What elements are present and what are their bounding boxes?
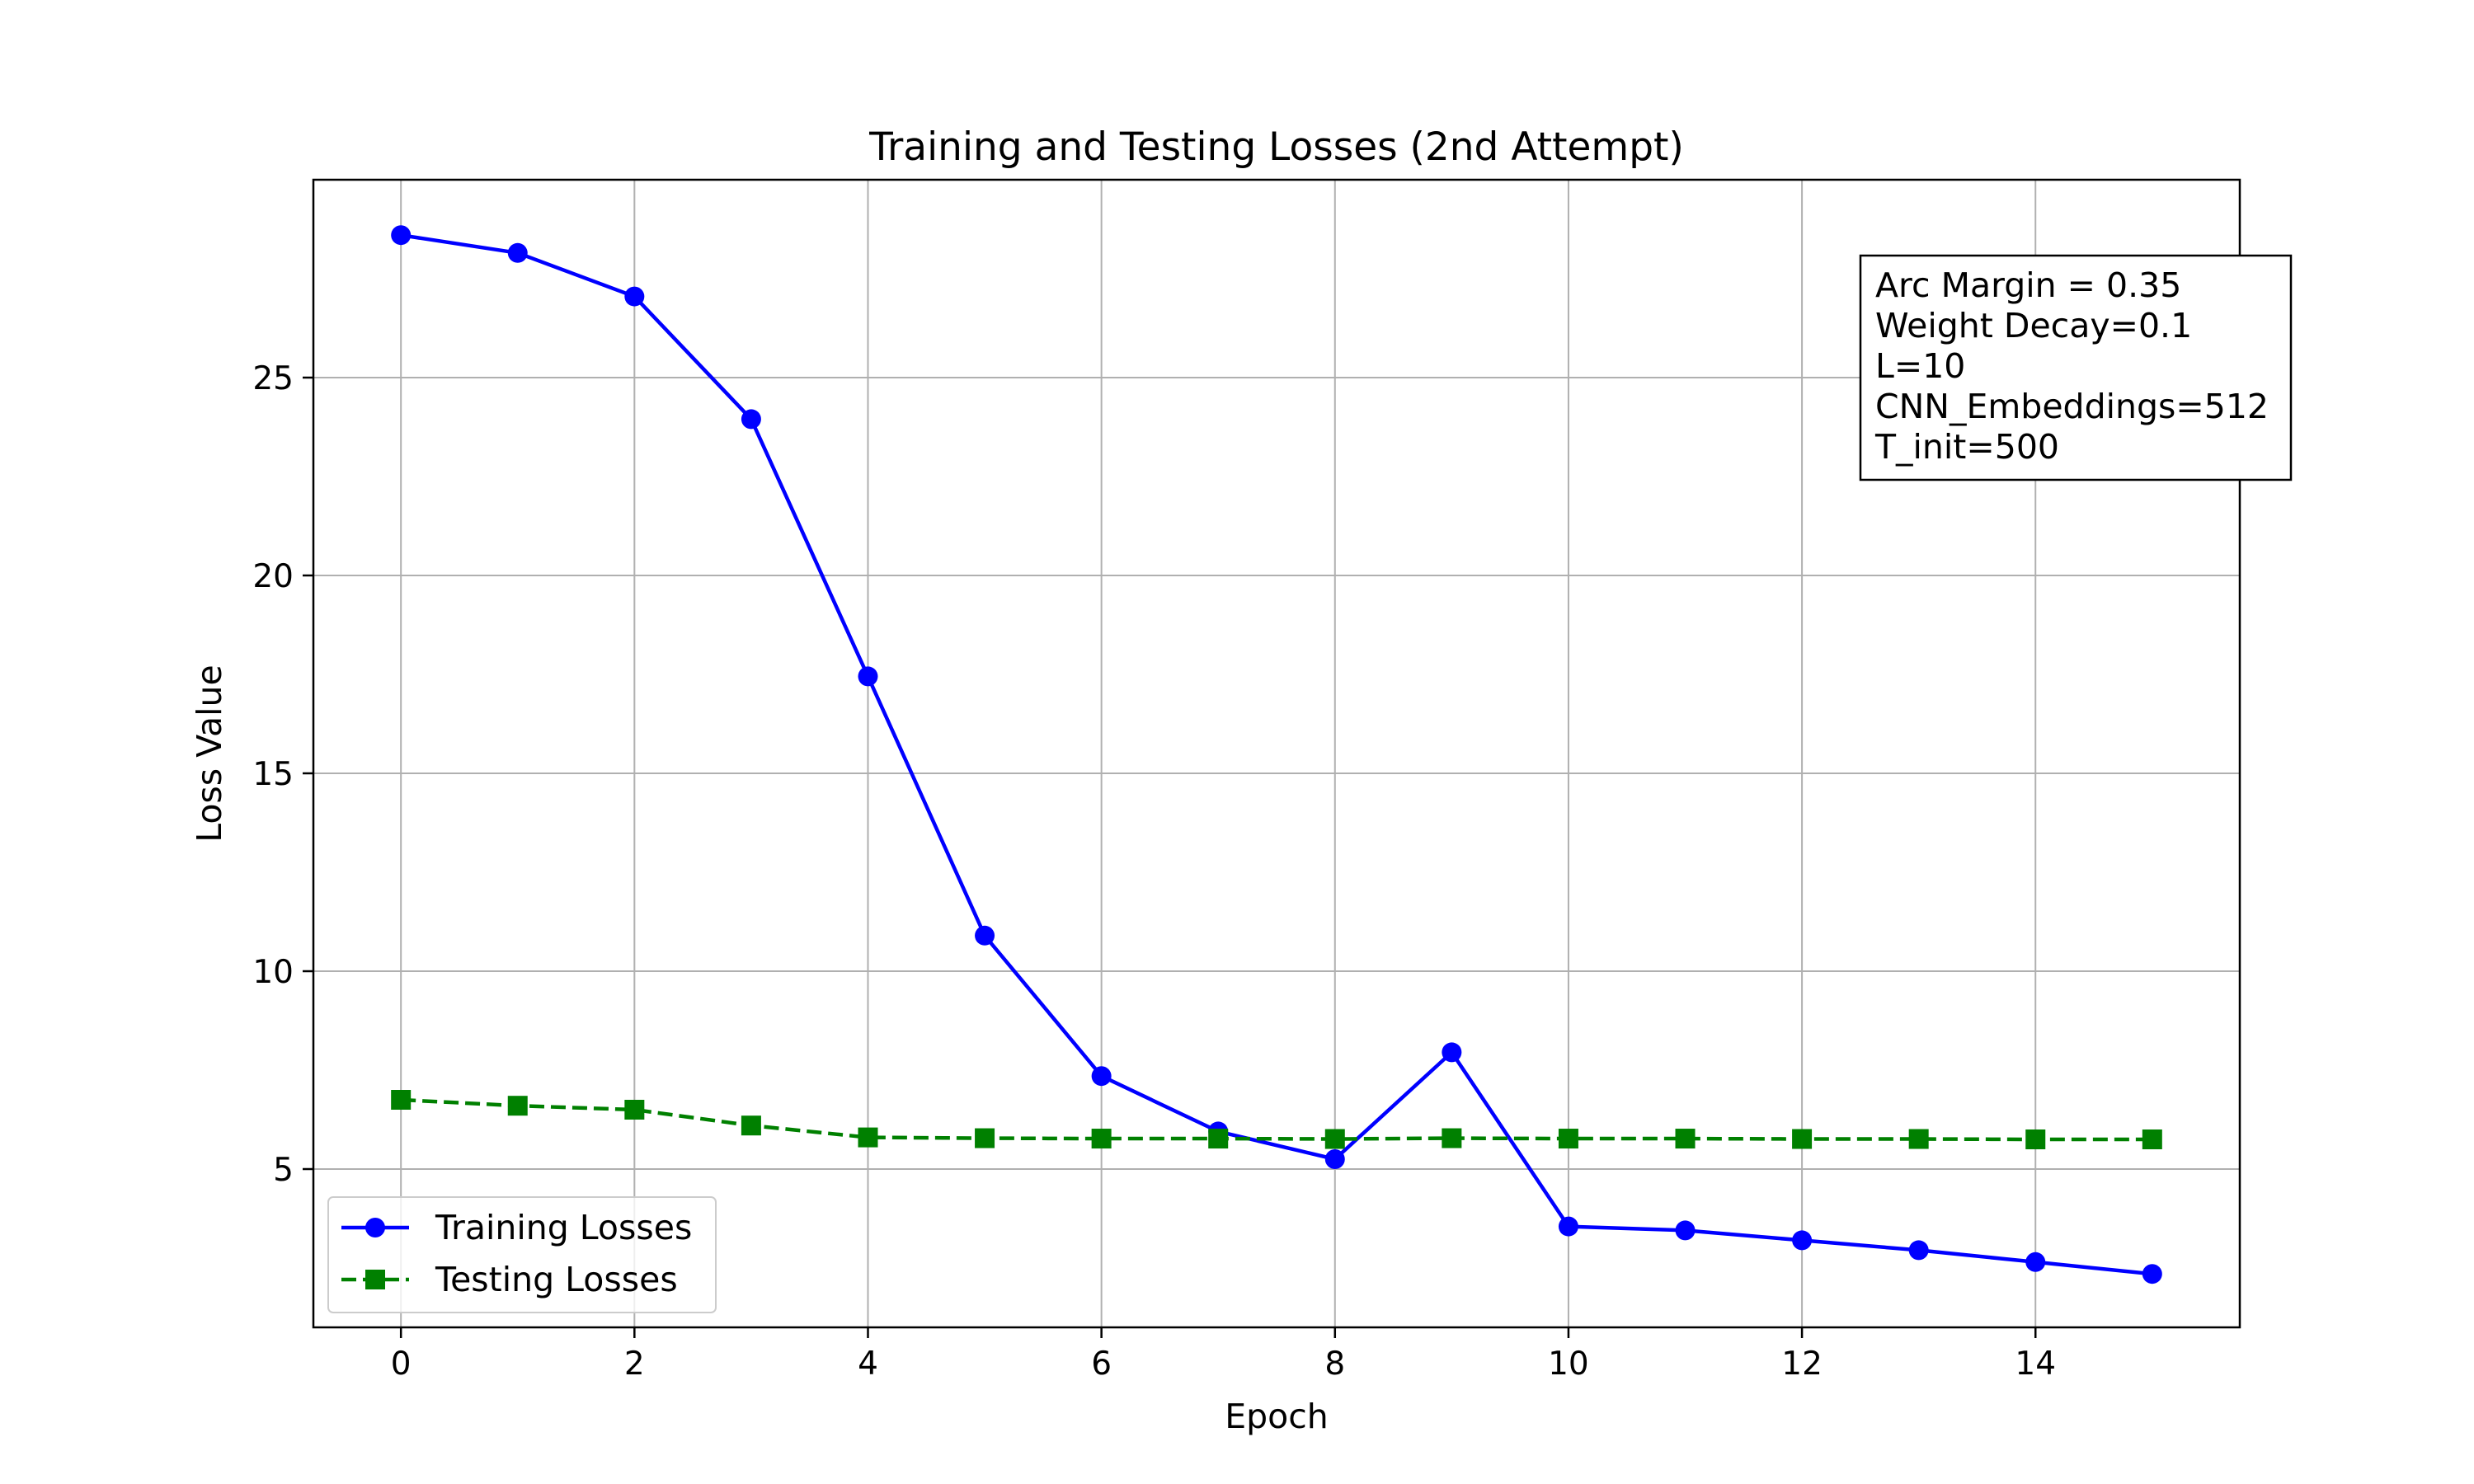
y-axis-label: Loss Value: [190, 665, 229, 843]
plot-frame: [312, 178, 2241, 1329]
data-point: [741, 1115, 761, 1136]
data-point: [1558, 1216, 1578, 1237]
annotation-line: Arc Margin = 0.35: [1875, 265, 2181, 305]
series-testing: [391, 1090, 2162, 1149]
data-point: [2142, 1129, 2162, 1149]
series-line: [400, 232, 2153, 1276]
data-point: [975, 1128, 995, 1148]
x-axis-label: Epoch: [1225, 1397, 1329, 1436]
data-point: [741, 409, 761, 430]
chart-title: Training and Testing Losses (2nd Attempt…: [868, 124, 1684, 170]
data-point: [1091, 1129, 1112, 1149]
annotation-line: L=10: [1875, 346, 1965, 386]
data-point: [2025, 1129, 2046, 1149]
data-point: [2142, 1264, 2162, 1284]
legend-box: [327, 1196, 717, 1313]
data-point: [1442, 1042, 1462, 1063]
annotation-line: T_init=500: [1874, 427, 2059, 467]
legend: Training Losses Testing Losses: [327, 1196, 717, 1313]
y-tick-label: 25: [252, 360, 294, 397]
annotation-frame: [1859, 254, 2293, 481]
legend-marker: [365, 1270, 385, 1289]
data-point: [1558, 1129, 1578, 1149]
data-point: [391, 225, 412, 246]
data-point: [1675, 1129, 1696, 1149]
y-tick-label: 15: [252, 756, 294, 793]
legend-label: Testing Losses: [435, 1260, 678, 1299]
data-point: [1908, 1129, 1929, 1149]
data-point: [624, 1100, 645, 1120]
data-point: [2025, 1252, 2046, 1272]
data-point: [1908, 1240, 1929, 1261]
y-tick-label: 5: [273, 1152, 294, 1189]
series-layer: [391, 225, 2162, 1284]
data-point: [507, 1096, 528, 1116]
data-point: [1675, 1220, 1696, 1241]
y-tick-label: 20: [252, 558, 294, 595]
x-tick-label: 4: [858, 1345, 878, 1383]
data-point: [391, 1090, 412, 1110]
data-point: [1442, 1128, 1462, 1148]
data-point: [1208, 1129, 1229, 1149]
data-point: [975, 925, 995, 946]
data-point: [858, 1127, 878, 1148]
legend-label: Training Losses: [435, 1208, 692, 1247]
data-point: [1792, 1230, 1813, 1251]
data-point: [507, 242, 528, 263]
axis-ticks: 0 2 4 6 8 10 12 14 5 10 15 20 25: [252, 360, 2056, 1383]
x-tick-label: 10: [1548, 1345, 1589, 1383]
x-tick-label: 14: [2015, 1345, 2056, 1383]
x-tick-label: 6: [1091, 1345, 1112, 1383]
series-line: [401, 1097, 2152, 1142]
annotation-line: CNN_Embeddings=512: [1875, 387, 2269, 426]
x-tick-label: 0: [391, 1345, 412, 1383]
data-point: [858, 666, 878, 687]
annotation-line: Weight Decay=0.1: [1875, 306, 2192, 345]
data-point: [1324, 1149, 1345, 1169]
data-point: [1324, 1129, 1345, 1149]
data-point: [624, 286, 645, 307]
x-tick-label: 2: [624, 1345, 645, 1383]
x-tick-label: 8: [1324, 1345, 1345, 1383]
legend-marker: [365, 1218, 385, 1237]
data-point: [1091, 1066, 1112, 1087]
y-tick-label: 10: [252, 954, 294, 991]
data-point: [1792, 1129, 1813, 1149]
x-tick-label: 12: [1781, 1345, 1823, 1383]
